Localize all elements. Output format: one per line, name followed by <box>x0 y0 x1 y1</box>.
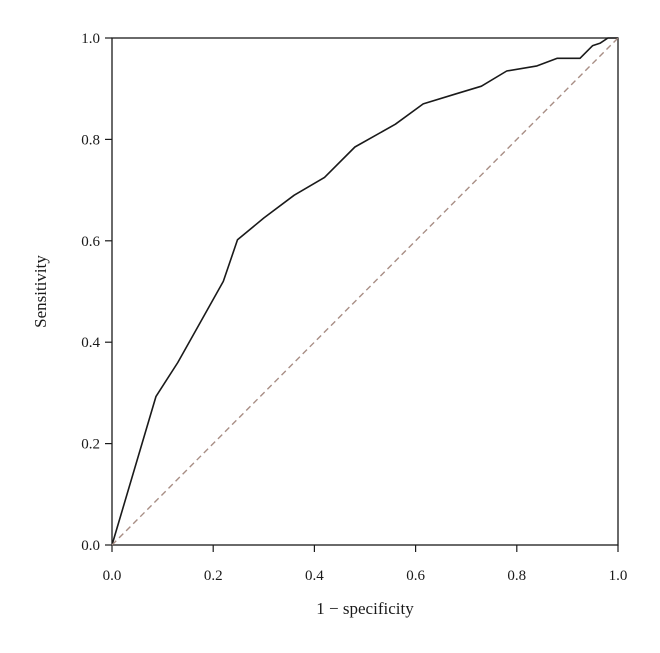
x-tick-label: 0.8 <box>507 568 526 584</box>
x-tick-label: 0.4 <box>305 568 324 584</box>
y-tick-label: 0.0 <box>81 538 100 554</box>
reference-diagonal-line <box>111 37 619 546</box>
plot-frame <box>111 37 619 546</box>
y-tick-label: 0.4 <box>81 335 100 351</box>
x-tick-label: 0.2 <box>204 568 223 584</box>
series-layer <box>111 37 619 546</box>
y-tick-label: 0.6 <box>81 234 100 250</box>
x-tick-label: 0.0 <box>103 568 122 584</box>
x-axis-ticks: 0.0 0.2 0.4 0.6 0.8 1.0 <box>103 545 628 584</box>
x-axis-title: 1 − specificity <box>316 599 414 618</box>
y-axis-title: Sensitivity <box>31 255 50 328</box>
x-tick-label: 0.6 <box>406 568 425 584</box>
x-tick-label: 1.0 <box>609 568 628 584</box>
roc-curve-line <box>111 37 618 546</box>
y-tick-label: 0.2 <box>81 437 100 453</box>
y-axis-ticks: 0.0 0.2 0.4 0.6 0.8 1.0 <box>81 31 112 554</box>
y-tick-label: 1.0 <box>81 31 100 47</box>
y-tick-label: 0.8 <box>81 132 100 148</box>
